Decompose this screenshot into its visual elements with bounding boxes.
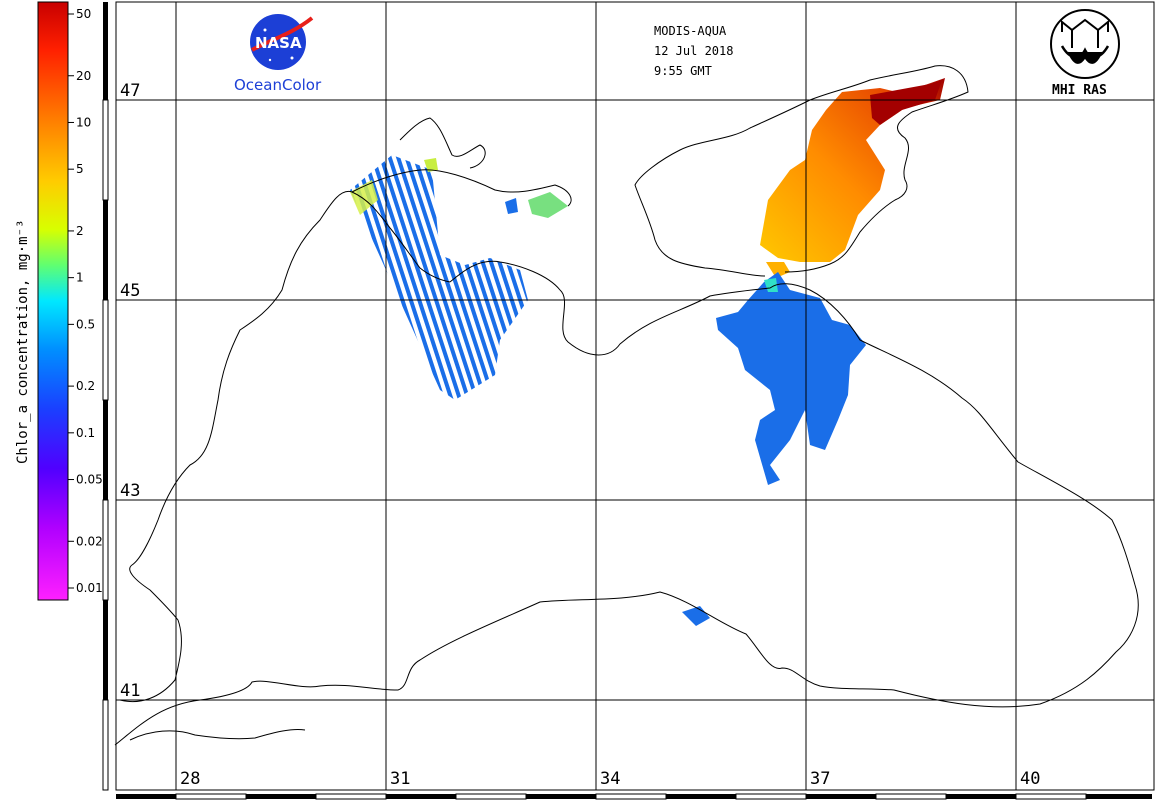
colorbar-tick-label: 0.01 [76, 581, 103, 595]
lat-label-41: 41 [120, 681, 140, 701]
colorbar-tick-label: 10 [76, 115, 91, 129]
chlorophyll-east [682, 272, 866, 626]
colorbar-tick-label: 0.05 [76, 473, 103, 487]
acquisition-time: 9:55 GMT [654, 64, 712, 78]
colorbar-gradient [37, 1, 69, 601]
colorbar-tick-label: 0.02 [76, 534, 103, 548]
nasa-logo: NASA OceanColor [234, 14, 322, 94]
colorbar-tick-label: 1 [76, 271, 84, 285]
longitude-scale-bar [116, 793, 1152, 800]
lat-label-47: 47 [120, 81, 140, 101]
colorbar: Chlor_a concentration, mg·m⁻³ 50 20 10 5 2 1 0… [15, 1, 103, 601]
mhi-ras-logo: MHI RAS [1050, 9, 1120, 98]
mhi-ras-text: MHI RAS [1052, 83, 1107, 98]
lon-label-40: 40 [1020, 769, 1040, 789]
lon-label-31: 31 [390, 769, 410, 789]
colorbar-tick-label: 0.5 [76, 317, 95, 331]
latitude-labels: 47 45 43 41 [120, 81, 140, 701]
coastline [114, 65, 1139, 746]
chlorophyll-azov [760, 78, 945, 278]
colorbar-tick-label: 0.2 [76, 379, 95, 393]
lon-label-28: 28 [180, 769, 200, 789]
colorbar-ticks: 50 20 10 5 2 1 0.5 0.2 0.1 0.05 0.02 0.01 [68, 7, 103, 595]
lon-label-34: 34 [600, 769, 620, 789]
colorbar-tick-label: 20 [76, 69, 91, 83]
oceancolor-text: OceanColor [234, 76, 322, 94]
longitude-labels: 28 31 34 37 40 [180, 769, 1040, 789]
lat-label-43: 43 [120, 481, 140, 501]
colorbar-tick-label: 50 [76, 7, 91, 21]
colorbar-title: Chlor_a concentration, mg·m⁻³ [15, 220, 31, 464]
chlorophyll-swath-west [350, 155, 568, 400]
lat-label-45: 45 [120, 281, 140, 301]
colorbar-tick-label: 2 [76, 224, 84, 238]
colorbar-tick-label: 0.1 [76, 426, 95, 440]
colorbar-tick-label: 5 [76, 162, 84, 176]
header: MODIS-AQUA 12 Jul 2018 9:55 GMT [654, 24, 733, 78]
acquisition-date: 12 Jul 2018 [654, 44, 733, 58]
nasa-text: NASA [255, 34, 302, 52]
latitude-scale-bar [102, 2, 109, 791]
map-frame [115, 1, 1155, 791]
lon-label-37: 37 [810, 769, 830, 789]
graticule [116, 2, 1154, 790]
sensor-name: MODIS-AQUA [654, 24, 727, 38]
